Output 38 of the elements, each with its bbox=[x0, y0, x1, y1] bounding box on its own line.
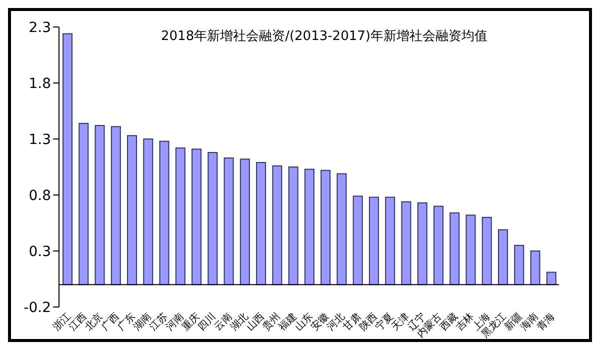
bar bbox=[224, 158, 234, 286]
bar bbox=[159, 140, 170, 286]
bar bbox=[288, 166, 298, 286]
bar bbox=[272, 165, 282, 286]
bar bbox=[530, 250, 540, 286]
bar bbox=[240, 158, 250, 286]
bar bbox=[352, 196, 363, 286]
y-tick-label: 0.8 bbox=[28, 188, 51, 204]
bar bbox=[320, 170, 331, 286]
bar bbox=[192, 148, 202, 286]
bar bbox=[62, 33, 72, 286]
bar bbox=[78, 122, 89, 286]
y-tick-label: 2.3 bbox=[28, 20, 51, 36]
bar bbox=[336, 173, 347, 286]
y-tick-label: 1.3 bbox=[28, 132, 51, 148]
bar bbox=[417, 202, 428, 286]
bar bbox=[466, 214, 476, 286]
bar bbox=[127, 135, 138, 286]
bar bbox=[401, 201, 412, 286]
bar bbox=[433, 206, 444, 286]
bar bbox=[256, 162, 266, 286]
bar bbox=[498, 229, 508, 286]
bar bbox=[110, 126, 121, 286]
bar bbox=[143, 138, 154, 286]
y-tick-label: -0.2 bbox=[24, 300, 51, 316]
bar bbox=[368, 196, 379, 286]
bar bbox=[482, 216, 492, 286]
bar bbox=[304, 168, 314, 286]
bar bbox=[514, 244, 524, 286]
bar bbox=[94, 125, 105, 286]
bar bbox=[385, 196, 396, 286]
bar bbox=[175, 147, 186, 286]
y-tick-label: 1.8 bbox=[28, 76, 51, 92]
bar bbox=[546, 272, 556, 286]
bar bbox=[450, 212, 460, 286]
chart-title: 2018年新增社会融资/(2013-2017)年新增社会融资均值 bbox=[161, 28, 488, 45]
y-tick-label: 0.3 bbox=[28, 244, 51, 260]
bar bbox=[208, 152, 218, 286]
